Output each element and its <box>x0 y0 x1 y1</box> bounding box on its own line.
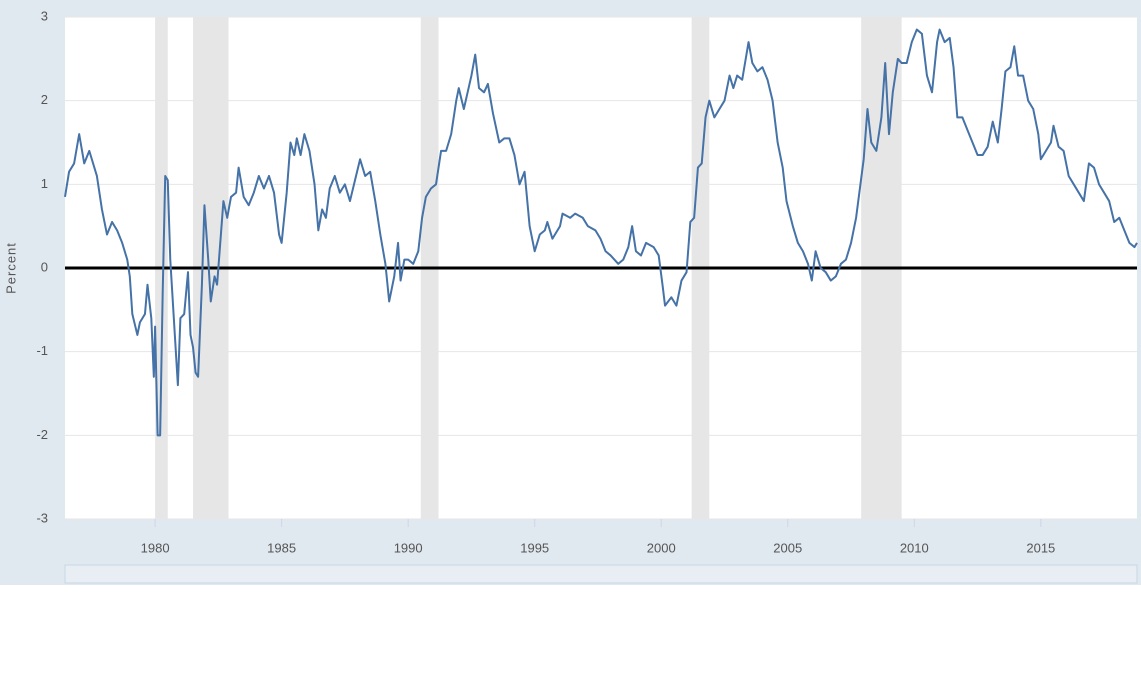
data-line <box>64 28 1138 437</box>
navigator <box>64 564 1138 584</box>
y-tick-label: 3 <box>41 8 48 23</box>
x-tick-label: 1990 <box>394 540 423 555</box>
x-tick-label: 2015 <box>1026 540 1055 555</box>
y-tick-label: -2 <box>36 427 48 442</box>
y-axis-label: Percent <box>3 242 18 294</box>
y-tick-label: 1 <box>41 176 48 191</box>
x-tick-label: 1985 <box>267 540 296 555</box>
x-tick-label: 1980 <box>141 540 170 555</box>
y-tick-label: -1 <box>36 343 48 358</box>
x-tick-label: 2010 <box>900 540 929 555</box>
x-tick-label: 2005 <box>773 540 802 555</box>
y-tick-label: -3 <box>36 510 48 525</box>
y-tick-label: 0 <box>41 259 48 274</box>
x-tick-label: 2000 <box>647 540 676 555</box>
x-tick-label: 1995 <box>520 540 549 555</box>
y-tick-label: 2 <box>41 92 48 107</box>
